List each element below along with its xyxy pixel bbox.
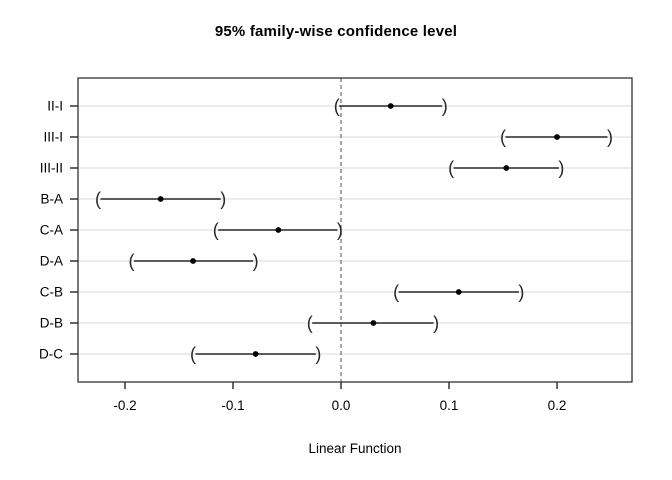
y-axis-label: D-C <box>39 347 63 362</box>
estimate-point <box>455 289 462 295</box>
x-tick-label: 0.0 <box>332 398 351 413</box>
interval-upper-cap: ) <box>442 96 448 116</box>
y-axis-label: D-A <box>40 254 63 269</box>
interval-upper-cap: ) <box>558 158 564 178</box>
x-axis-title: Linear Function <box>308 441 402 456</box>
interval-upper-cap: ) <box>253 251 259 271</box>
interval-lower-cap: ( <box>500 127 506 147</box>
interval-lower-cap: ( <box>190 344 196 364</box>
estimate-point <box>157 196 164 202</box>
x-tick-label: -0.1 <box>221 398 244 413</box>
interval-upper-cap: ) <box>607 127 613 147</box>
interval-lower-cap: ( <box>307 313 313 333</box>
chart-title: 95% family-wise confidence level <box>214 23 458 40</box>
x-tick-label: 0.1 <box>440 398 459 413</box>
y-axis-label: D-B <box>40 316 63 331</box>
estimate-point <box>503 165 510 171</box>
y-axis-label: B-A <box>40 192 63 207</box>
interval-upper-cap: ) <box>220 189 226 209</box>
estimate-point <box>387 103 394 109</box>
interval-lower-cap: ( <box>128 251 134 271</box>
interval-lower-cap: ( <box>393 282 399 302</box>
x-tick-label: -0.2 <box>113 398 136 413</box>
estimate-point <box>275 227 282 233</box>
interval-upper-cap: ) <box>315 344 321 364</box>
x-tick-label: 0.2 <box>548 398 567 413</box>
interval-lower-cap: ( <box>334 96 340 116</box>
estimate-point <box>252 351 259 357</box>
interval-lower-cap: ( <box>95 189 101 209</box>
y-axis-label: III-II <box>40 161 63 176</box>
interval-upper-cap: ) <box>518 282 524 302</box>
estimate-point <box>190 258 196 264</box>
y-axis-label: C-B <box>40 285 63 300</box>
interval-lower-cap: ( <box>213 220 219 240</box>
y-axis-label: II-I <box>47 99 63 114</box>
interval-lower-cap: ( <box>448 158 454 178</box>
y-axis-label: III-I <box>44 130 64 145</box>
y-axis-label: C-A <box>40 223 63 238</box>
estimate-point <box>554 134 560 140</box>
plot-border <box>77 77 633 383</box>
interval-upper-cap: ) <box>337 220 343 240</box>
interval-upper-cap: ) <box>433 313 439 333</box>
estimate-point <box>370 320 377 326</box>
